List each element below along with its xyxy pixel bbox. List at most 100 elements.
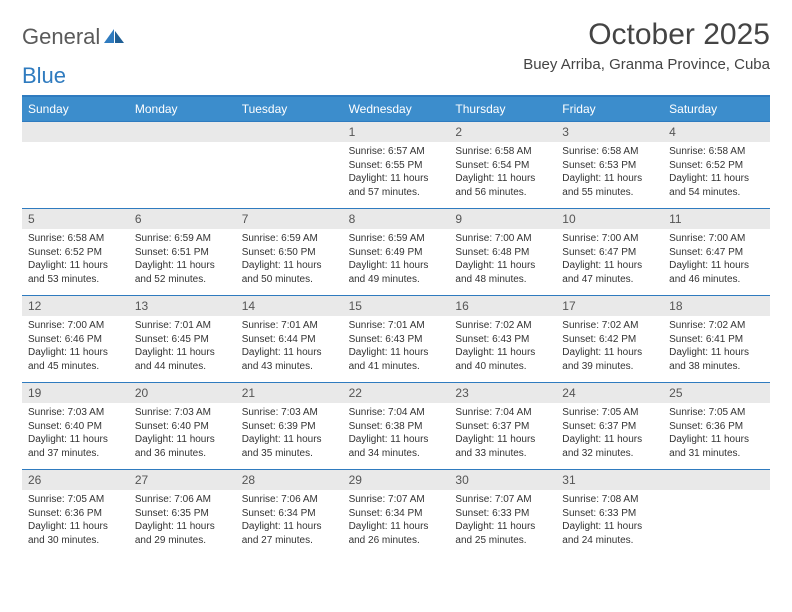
sunrise-text: Sunrise: 7:00 AM — [455, 232, 550, 246]
sunset-text: Sunset: 6:35 PM — [135, 507, 230, 521]
sunset-text: Sunset: 6:49 PM — [349, 246, 444, 260]
day-info: Sunrise: 7:01 AMSunset: 6:45 PMDaylight:… — [129, 316, 236, 377]
week-row: 19Sunrise: 7:03 AMSunset: 6:40 PMDayligh… — [22, 382, 770, 469]
daylight-text: Daylight: 11 hours and 53 minutes. — [28, 259, 123, 286]
day-cell: 7Sunrise: 6:59 AMSunset: 6:50 PMDaylight… — [236, 209, 343, 295]
week-row: 26Sunrise: 7:05 AMSunset: 6:36 PMDayligh… — [22, 469, 770, 556]
day-number: 25 — [663, 383, 770, 403]
sunset-text: Sunset: 6:34 PM — [242, 507, 337, 521]
sunrise-text: Sunrise: 7:01 AM — [349, 319, 444, 333]
daylight-text: Daylight: 11 hours and 52 minutes. — [135, 259, 230, 286]
weekday-mon: Monday — [129, 97, 236, 121]
day-info: Sunrise: 7:00 AMSunset: 6:47 PMDaylight:… — [556, 229, 663, 290]
daylight-text: Daylight: 11 hours and 50 minutes. — [242, 259, 337, 286]
weeks-container: 1Sunrise: 6:57 AMSunset: 6:55 PMDaylight… — [22, 121, 770, 556]
daylight-text: Daylight: 11 hours and 26 minutes. — [349, 520, 444, 547]
daylight-text: Daylight: 11 hours and 38 minutes. — [669, 346, 764, 373]
day-cell: 8Sunrise: 6:59 AMSunset: 6:49 PMDaylight… — [343, 209, 450, 295]
daylight-text: Daylight: 11 hours and 56 minutes. — [455, 172, 550, 199]
sunset-text: Sunset: 6:33 PM — [455, 507, 550, 521]
sunset-text: Sunset: 6:41 PM — [669, 333, 764, 347]
sunrise-text: Sunrise: 7:00 AM — [28, 319, 123, 333]
day-cell: 29Sunrise: 7:07 AMSunset: 6:34 PMDayligh… — [343, 470, 450, 556]
day-info: Sunrise: 6:59 AMSunset: 6:50 PMDaylight:… — [236, 229, 343, 290]
sunrise-text: Sunrise: 7:01 AM — [242, 319, 337, 333]
day-number: 14 — [236, 296, 343, 316]
daylight-text: Daylight: 11 hours and 33 minutes. — [455, 433, 550, 460]
day-info: Sunrise: 6:58 AMSunset: 6:52 PMDaylight:… — [22, 229, 129, 290]
sunset-text: Sunset: 6:40 PM — [135, 420, 230, 434]
day-cell: 24Sunrise: 7:05 AMSunset: 6:37 PMDayligh… — [556, 383, 663, 469]
sunrise-text: Sunrise: 7:07 AM — [455, 493, 550, 507]
day-info: Sunrise: 6:58 AMSunset: 6:54 PMDaylight:… — [449, 142, 556, 203]
sunrise-text: Sunrise: 7:00 AM — [562, 232, 657, 246]
day-cell: 1Sunrise: 6:57 AMSunset: 6:55 PMDaylight… — [343, 122, 450, 208]
day-cell: 19Sunrise: 7:03 AMSunset: 6:40 PMDayligh… — [22, 383, 129, 469]
day-cell: 11Sunrise: 7:00 AMSunset: 6:47 PMDayligh… — [663, 209, 770, 295]
sunset-text: Sunset: 6:50 PM — [242, 246, 337, 260]
sunset-text: Sunset: 6:43 PM — [455, 333, 550, 347]
weekday-tue: Tuesday — [236, 97, 343, 121]
day-number: 31 — [556, 470, 663, 490]
title-block: October 2025 Buey Arriba, Granma Provinc… — [523, 18, 770, 73]
sunrise-text: Sunrise: 6:58 AM — [562, 145, 657, 159]
sunset-text: Sunset: 6:47 PM — [562, 246, 657, 260]
day-number — [129, 122, 236, 142]
day-cell: 15Sunrise: 7:01 AMSunset: 6:43 PMDayligh… — [343, 296, 450, 382]
day-info: Sunrise: 7:05 AMSunset: 6:36 PMDaylight:… — [663, 403, 770, 464]
day-cell — [236, 122, 343, 208]
sunrise-text: Sunrise: 7:05 AM — [28, 493, 123, 507]
day-cell: 26Sunrise: 7:05 AMSunset: 6:36 PMDayligh… — [22, 470, 129, 556]
sunset-text: Sunset: 6:52 PM — [669, 159, 764, 173]
day-info: Sunrise: 7:04 AMSunset: 6:38 PMDaylight:… — [343, 403, 450, 464]
sunrise-text: Sunrise: 7:03 AM — [28, 406, 123, 420]
daylight-text: Daylight: 11 hours and 49 minutes. — [349, 259, 444, 286]
day-cell: 18Sunrise: 7:02 AMSunset: 6:41 PMDayligh… — [663, 296, 770, 382]
day-info: Sunrise: 6:59 AMSunset: 6:51 PMDaylight:… — [129, 229, 236, 290]
day-info: Sunrise: 7:01 AMSunset: 6:43 PMDaylight:… — [343, 316, 450, 377]
day-info: Sunrise: 7:01 AMSunset: 6:44 PMDaylight:… — [236, 316, 343, 377]
day-info: Sunrise: 7:00 AMSunset: 6:46 PMDaylight:… — [22, 316, 129, 377]
day-info: Sunrise: 6:59 AMSunset: 6:49 PMDaylight:… — [343, 229, 450, 290]
sunrise-text: Sunrise: 6:58 AM — [669, 145, 764, 159]
day-cell: 16Sunrise: 7:02 AMSunset: 6:43 PMDayligh… — [449, 296, 556, 382]
week-row: 12Sunrise: 7:00 AMSunset: 6:46 PMDayligh… — [22, 295, 770, 382]
day-cell: 14Sunrise: 7:01 AMSunset: 6:44 PMDayligh… — [236, 296, 343, 382]
day-cell: 9Sunrise: 7:00 AMSunset: 6:48 PMDaylight… — [449, 209, 556, 295]
month-title: October 2025 — [523, 18, 770, 52]
day-cell: 31Sunrise: 7:08 AMSunset: 6:33 PMDayligh… — [556, 470, 663, 556]
location-text: Buey Arriba, Granma Province, Cuba — [523, 56, 770, 73]
day-number: 13 — [129, 296, 236, 316]
weekday-sat: Saturday — [663, 97, 770, 121]
daylight-text: Daylight: 11 hours and 54 minutes. — [669, 172, 764, 199]
day-cell — [22, 122, 129, 208]
sunset-text: Sunset: 6:36 PM — [28, 507, 123, 521]
daylight-text: Daylight: 11 hours and 34 minutes. — [349, 433, 444, 460]
day-cell: 30Sunrise: 7:07 AMSunset: 6:33 PMDayligh… — [449, 470, 556, 556]
day-number: 2 — [449, 122, 556, 142]
day-number: 8 — [343, 209, 450, 229]
day-number — [663, 470, 770, 490]
day-number: 21 — [236, 383, 343, 403]
sunrise-text: Sunrise: 6:58 AM — [455, 145, 550, 159]
sunset-text: Sunset: 6:47 PM — [669, 246, 764, 260]
day-cell: 22Sunrise: 7:04 AMSunset: 6:38 PMDayligh… — [343, 383, 450, 469]
sunrise-text: Sunrise: 7:06 AM — [135, 493, 230, 507]
sunrise-text: Sunrise: 7:03 AM — [135, 406, 230, 420]
day-number: 27 — [129, 470, 236, 490]
day-number: 4 — [663, 122, 770, 142]
daylight-text: Daylight: 11 hours and 57 minutes. — [349, 172, 444, 199]
day-number: 24 — [556, 383, 663, 403]
day-cell: 25Sunrise: 7:05 AMSunset: 6:36 PMDayligh… — [663, 383, 770, 469]
day-info: Sunrise: 7:05 AMSunset: 6:37 PMDaylight:… — [556, 403, 663, 464]
daylight-text: Daylight: 11 hours and 41 minutes. — [349, 346, 444, 373]
daylight-text: Daylight: 11 hours and 24 minutes. — [562, 520, 657, 547]
day-cell: 21Sunrise: 7:03 AMSunset: 6:39 PMDayligh… — [236, 383, 343, 469]
day-info: Sunrise: 7:03 AMSunset: 6:40 PMDaylight:… — [129, 403, 236, 464]
day-cell — [129, 122, 236, 208]
sunrise-text: Sunrise: 7:04 AM — [349, 406, 444, 420]
day-number — [236, 122, 343, 142]
sunset-text: Sunset: 6:52 PM — [28, 246, 123, 260]
day-cell: 5Sunrise: 6:58 AMSunset: 6:52 PMDaylight… — [22, 209, 129, 295]
daylight-text: Daylight: 11 hours and 40 minutes. — [455, 346, 550, 373]
